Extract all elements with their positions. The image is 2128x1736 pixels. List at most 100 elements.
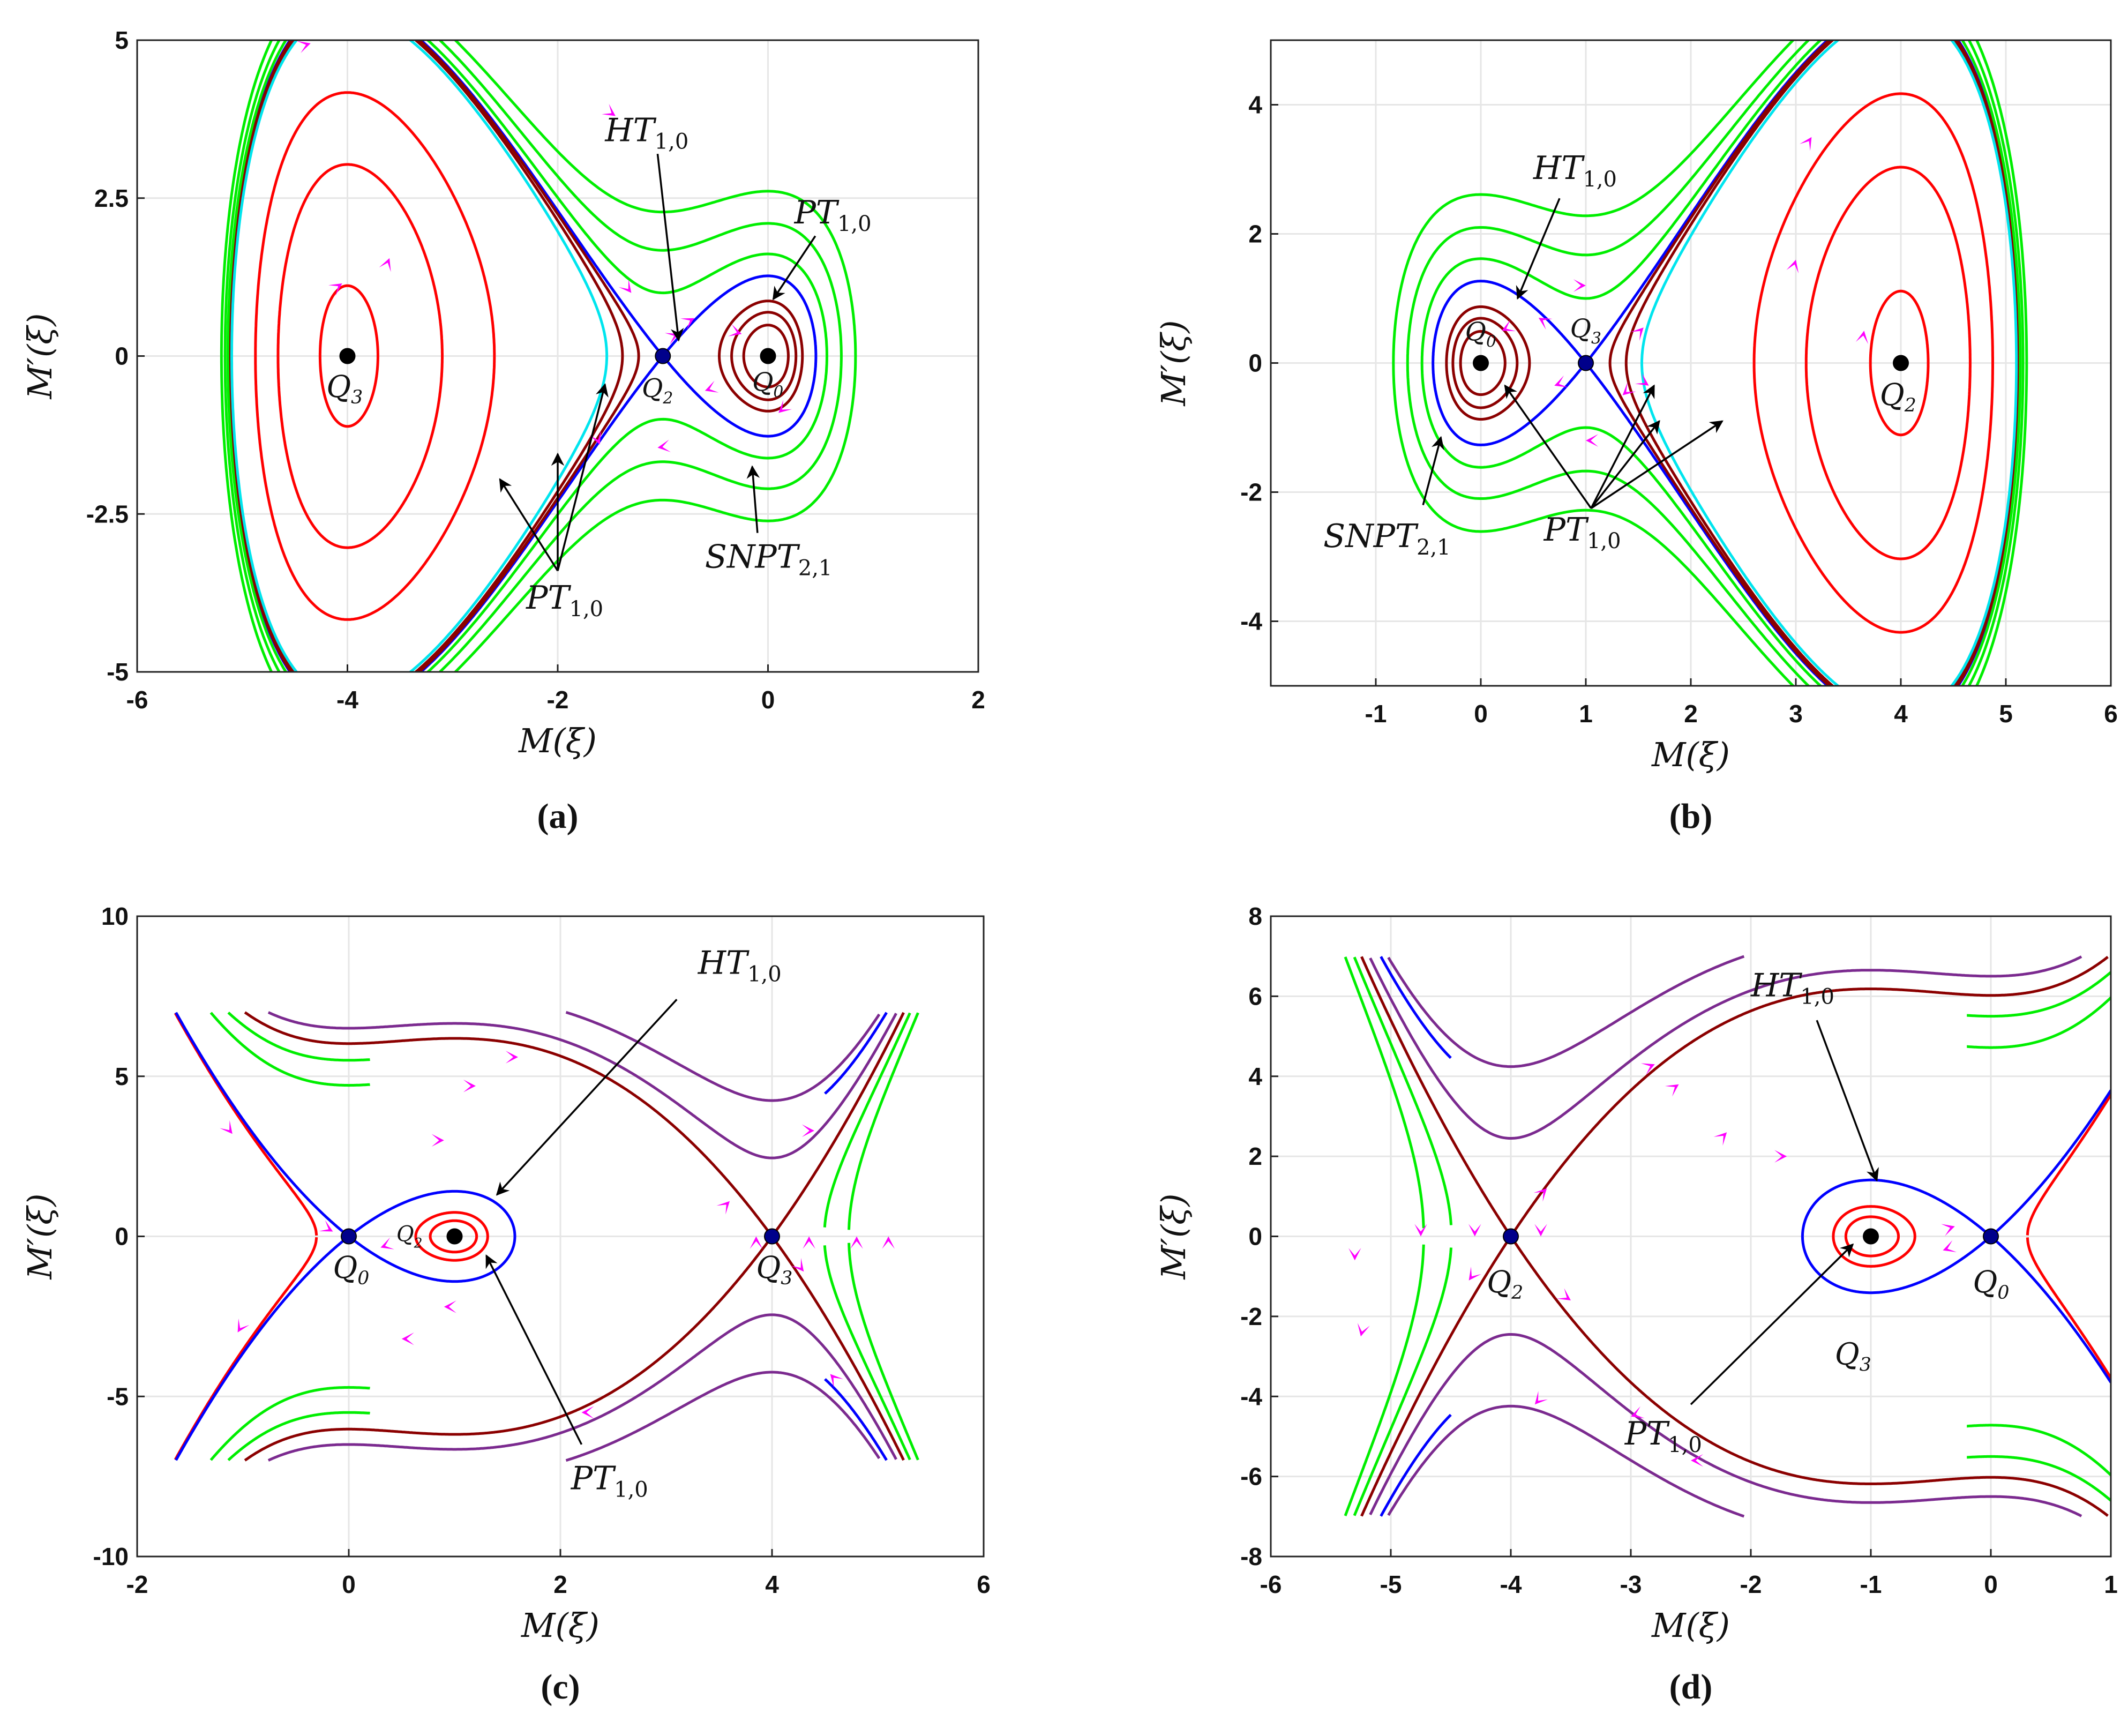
super-nonlinear-orbit xyxy=(1392,40,2028,686)
flow-arrow xyxy=(505,1051,518,1064)
equilibrium-point xyxy=(1503,1228,1519,1245)
annotation-arrow xyxy=(656,154,684,342)
periodic-orbit xyxy=(742,324,790,388)
y-axis-label: M′(ξ) xyxy=(1154,320,1193,406)
x-tick-label: 6 xyxy=(2104,700,2118,728)
equilibrium-point xyxy=(760,348,776,364)
orbit-annotation: PT1,0 xyxy=(794,194,872,236)
flow-arrow xyxy=(1713,1132,1727,1146)
y-tick-label: -8 xyxy=(1240,1543,1262,1570)
y-tick-label: 4 xyxy=(1248,1062,1262,1090)
open-orbit xyxy=(1380,956,1452,1059)
y-tick-label: 0 xyxy=(1248,1223,1262,1251)
plot-frame xyxy=(1270,915,2112,1558)
equilibrium-label: Q3 xyxy=(326,370,363,408)
x-tick-label: -5 xyxy=(1380,1570,1402,1598)
periodic-orbit xyxy=(414,1211,489,1262)
x-tick-label: 2 xyxy=(971,686,985,714)
annotation-arrow xyxy=(746,465,760,533)
x-tick-label: -6 xyxy=(1260,1570,1282,1598)
super-nonlinear-orbit xyxy=(209,1012,370,1087)
annotation-arrow xyxy=(557,383,609,571)
x-tick-label: 4 xyxy=(1894,700,1908,728)
equilibrium-label: Q2 xyxy=(642,373,673,408)
orbit-annotation: HT1,0 xyxy=(604,112,688,154)
x-tick-label: 0 xyxy=(1984,1570,1998,1598)
flow-arrow xyxy=(237,1318,250,1333)
flow-arrow xyxy=(728,324,742,336)
y-tick-label: -5 xyxy=(107,658,129,686)
flow-arrow xyxy=(1941,1224,1955,1236)
annotation-arrow xyxy=(1816,1020,1879,1182)
annotation-arrow xyxy=(499,478,559,572)
x-tick-label: 1 xyxy=(2104,1570,2118,1598)
y-tick-label: 2 xyxy=(1248,1142,1262,1170)
orbits-c xyxy=(174,1011,919,1462)
homoclinic-orbit xyxy=(175,1235,350,1461)
orbits-b xyxy=(1392,40,2028,686)
flow-arrow xyxy=(1468,1267,1481,1281)
y-tick-label: 5 xyxy=(115,26,129,54)
open-orbit xyxy=(267,1313,897,1462)
super-nonlinear-orbit xyxy=(209,1386,370,1461)
panel-caption: (a) xyxy=(537,797,579,836)
equilibrium-label: Q2 xyxy=(1880,378,1916,416)
equilibrium-label: Q0 xyxy=(1973,1265,2009,1304)
equilibrium-label: Q2 xyxy=(1487,1265,1523,1304)
periodic-orbit xyxy=(1445,305,1531,421)
equilibrium-label: Q0 xyxy=(1465,317,1496,351)
flow-arrow xyxy=(1691,1454,1704,1467)
periodic-orbit xyxy=(1804,166,1972,560)
equilibrium-point xyxy=(764,1228,780,1245)
x-tick-label: 4 xyxy=(765,1570,779,1598)
separatrix-orbit xyxy=(1511,955,2109,1236)
panel-b: -1 0 1 2 3 4 5 6 -4 -2 0 2 4 M(ξ) M′(ξ) (b) Q0 Q3 Q2 HT1,0 S… xyxy=(1154,39,2118,836)
flow-arrow xyxy=(1622,382,1636,395)
panel-caption: (c) xyxy=(541,1667,580,1707)
x-tick-label: 6 xyxy=(977,1570,991,1598)
equilibrium-point xyxy=(655,348,671,364)
flow-arrow xyxy=(791,1258,804,1272)
flow-arrow xyxy=(589,430,602,445)
equilibrium-label: Q3 xyxy=(1835,1337,1871,1376)
flow-arrow xyxy=(680,318,695,330)
homoclinic-orbit xyxy=(661,274,818,438)
equilibrium-point xyxy=(1578,355,1594,371)
x-tick-label: 0 xyxy=(761,686,775,714)
flow-arrow xyxy=(1538,318,1553,330)
periodic-orbit xyxy=(318,284,379,428)
flow-arrow xyxy=(1348,1248,1361,1261)
flow-arrow xyxy=(1586,434,1599,447)
y-axis-label: M′(ξ) xyxy=(20,1193,59,1279)
separatrix-orbit xyxy=(230,40,609,672)
open-orbit xyxy=(824,1012,888,1095)
y-tick-label: 0 xyxy=(1248,349,1262,377)
y-tick-label: 2 xyxy=(1248,220,1262,248)
homoclinic-orbit xyxy=(175,1012,350,1238)
super-nonlinear-orbit xyxy=(823,1245,911,1461)
y-tick-label: 2.5 xyxy=(94,184,129,212)
y-axis-label: M′(ξ) xyxy=(1154,1193,1193,1279)
plot-frame xyxy=(136,915,985,1558)
super-nonlinear-orbit xyxy=(227,1411,370,1461)
x-axis-label: M(ξ) xyxy=(1651,1606,1730,1645)
separatrix-orbit xyxy=(1360,956,1511,1236)
orbit-annotation: HT1,0 xyxy=(698,945,782,987)
flow-arrow xyxy=(716,1201,730,1215)
annotation-arrow xyxy=(1504,384,1592,509)
super-nonlinear-orbit xyxy=(1406,40,2025,686)
flow-arrow xyxy=(380,1237,394,1249)
flow-arrow xyxy=(1502,319,1516,331)
annotation-arrow xyxy=(1690,1243,1854,1405)
annotation-arrow xyxy=(1590,384,1655,509)
annotation-arrow xyxy=(1590,420,1660,509)
super-nonlinear-orbit xyxy=(223,40,843,672)
y-tick-label: -5 xyxy=(107,1382,129,1410)
super-nonlinear-orbit xyxy=(1967,1424,2111,1476)
orbit-annotation: PT1,0 xyxy=(526,579,603,622)
super-nonlinear-orbit xyxy=(848,1012,919,1230)
periodic-orbit xyxy=(1844,1215,1900,1258)
annotation-arrow xyxy=(1516,198,1561,300)
periodic-orbit xyxy=(276,163,444,549)
